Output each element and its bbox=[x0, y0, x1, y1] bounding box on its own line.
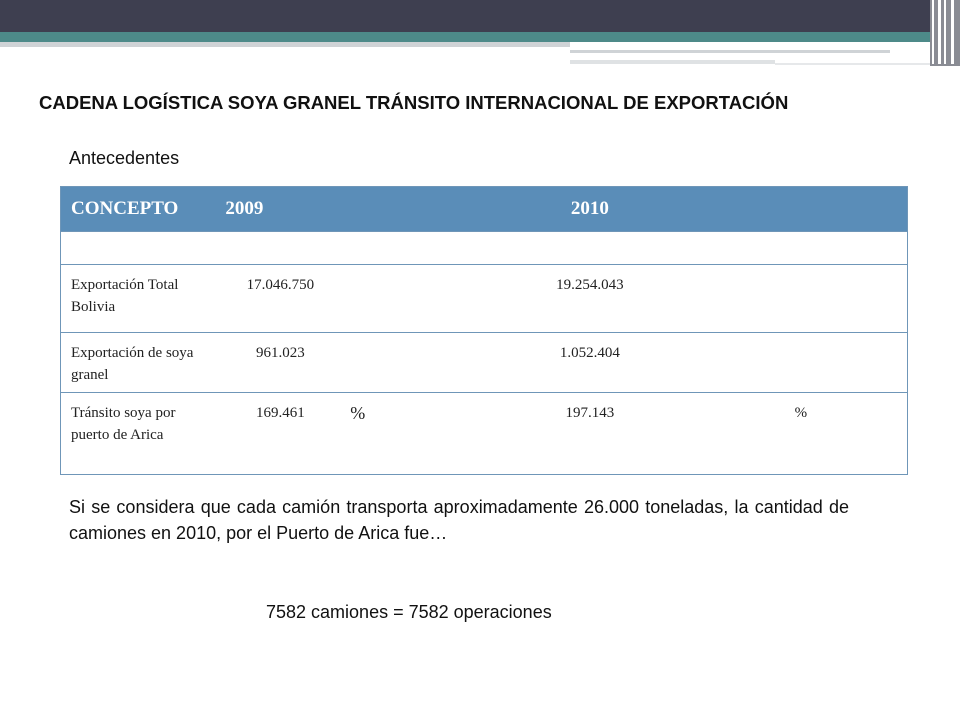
header-2010: 2010 bbox=[465, 186, 715, 232]
data-table: CONCEPTO 2009 2010 Exportación Total Bol… bbox=[60, 186, 908, 475]
table-row: Exportación Total Bolivia 17.046.750 19.… bbox=[60, 264, 908, 333]
result-text: 7582 camiones = 7582 operaciones bbox=[266, 602, 552, 622]
corner-line bbox=[951, 0, 954, 64]
decorative-stripe bbox=[570, 60, 775, 64]
slide-subtitle: Antecedentes bbox=[69, 148, 180, 168]
pct-2010-cell: % bbox=[714, 392, 908, 475]
pct-2010-cell bbox=[714, 332, 908, 393]
decorative-stripe bbox=[0, 42, 570, 47]
slide-title: CADENA LOGÍSTICA SOYA GRANEL TRÁNSITO IN… bbox=[39, 92, 789, 113]
body-paragraph: Si se considera que cada camión transpor… bbox=[69, 497, 849, 543]
value-2009-cell: 961.023 bbox=[210, 332, 351, 393]
value-2009-cell: 17.046.750 bbox=[210, 264, 351, 333]
corner-line bbox=[932, 0, 934, 64]
concept-cell: Exportación Total Bolivia bbox=[60, 264, 211, 333]
empty-cell bbox=[210, 231, 351, 265]
concept-cell: Exportación de soya granel bbox=[60, 332, 211, 393]
empty-cell bbox=[350, 231, 466, 265]
empty-cell bbox=[60, 231, 211, 265]
value-2010-cell: 19.254.043 bbox=[465, 264, 715, 333]
empty-cell bbox=[714, 231, 908, 265]
header-2009: 2009 bbox=[210, 186, 351, 232]
concept-cell: Tránsito soya por puerto de Arica bbox=[60, 392, 211, 475]
header-spacer bbox=[350, 186, 466, 232]
value-2009-cell: 169.461 bbox=[210, 392, 351, 475]
top-decorative-bar bbox=[0, 0, 960, 32]
pct-2010-cell bbox=[714, 264, 908, 333]
pct-2009-cell bbox=[350, 264, 466, 333]
table-row-empty bbox=[60, 231, 908, 265]
corner-line bbox=[944, 0, 946, 64]
corner-line bbox=[938, 0, 941, 64]
header-concepto: CONCEPTO bbox=[60, 186, 211, 232]
empty-cell bbox=[465, 231, 715, 265]
decorative-stripe bbox=[570, 50, 890, 53]
teal-accent-band bbox=[0, 32, 930, 42]
pct-2009-cell: % bbox=[350, 392, 466, 475]
value-2010-cell: 197.143 bbox=[465, 392, 715, 475]
table-row: Exportación de soya granel 961.023 1.052… bbox=[60, 332, 908, 393]
decorative-stripe bbox=[775, 63, 935, 65]
table-header-row: CONCEPTO 2009 2010 bbox=[60, 186, 908, 232]
pct-2009-cell bbox=[350, 332, 466, 393]
value-2010-cell: 1.052.404 bbox=[465, 332, 715, 393]
table-row: Tránsito soya por puerto de Arica 169.46… bbox=[60, 392, 908, 475]
header-spacer bbox=[714, 186, 908, 232]
